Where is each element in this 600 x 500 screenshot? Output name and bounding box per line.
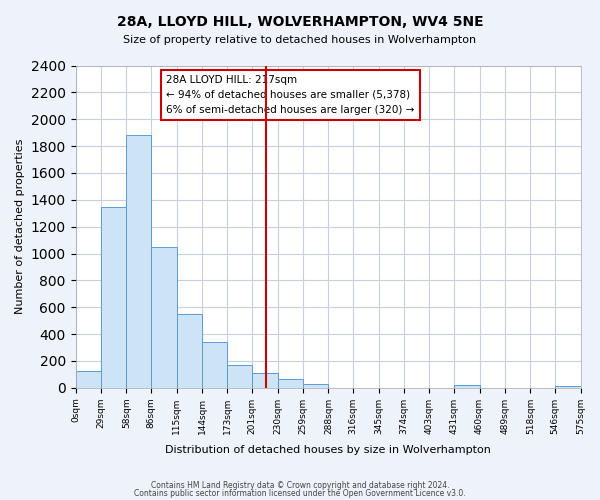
Text: Contains public sector information licensed under the Open Government Licence v3: Contains public sector information licen… <box>134 488 466 498</box>
Bar <box>101 206 127 388</box>
Text: 28A LLOYD HILL: 217sqm
← 94% of detached houses are smaller (5,378)
6% of semi-d: 28A LLOYD HILL: 217sqm ← 94% of detached… <box>166 75 415 115</box>
Bar <box>252 373 278 388</box>
X-axis label: Distribution of detached houses by size in Wolverhampton: Distribution of detached houses by size … <box>165 445 491 455</box>
Bar <box>303 384 328 388</box>
Bar <box>454 385 479 388</box>
Text: Size of property relative to detached houses in Wolverhampton: Size of property relative to detached ho… <box>124 35 476 45</box>
Bar <box>227 365 252 388</box>
Bar <box>151 247 176 388</box>
Bar <box>127 136 151 388</box>
Y-axis label: Number of detached properties: Number of detached properties <box>15 139 25 314</box>
Bar <box>202 342 227 388</box>
Bar <box>176 314 202 388</box>
Bar <box>76 371 101 388</box>
Bar <box>278 379 303 388</box>
Bar <box>555 386 581 388</box>
Text: Contains HM Land Registry data © Crown copyright and database right 2024.: Contains HM Land Registry data © Crown c… <box>151 481 449 490</box>
Text: 28A, LLOYD HILL, WOLVERHAMPTON, WV4 5NE: 28A, LLOYD HILL, WOLVERHAMPTON, WV4 5NE <box>116 15 484 29</box>
